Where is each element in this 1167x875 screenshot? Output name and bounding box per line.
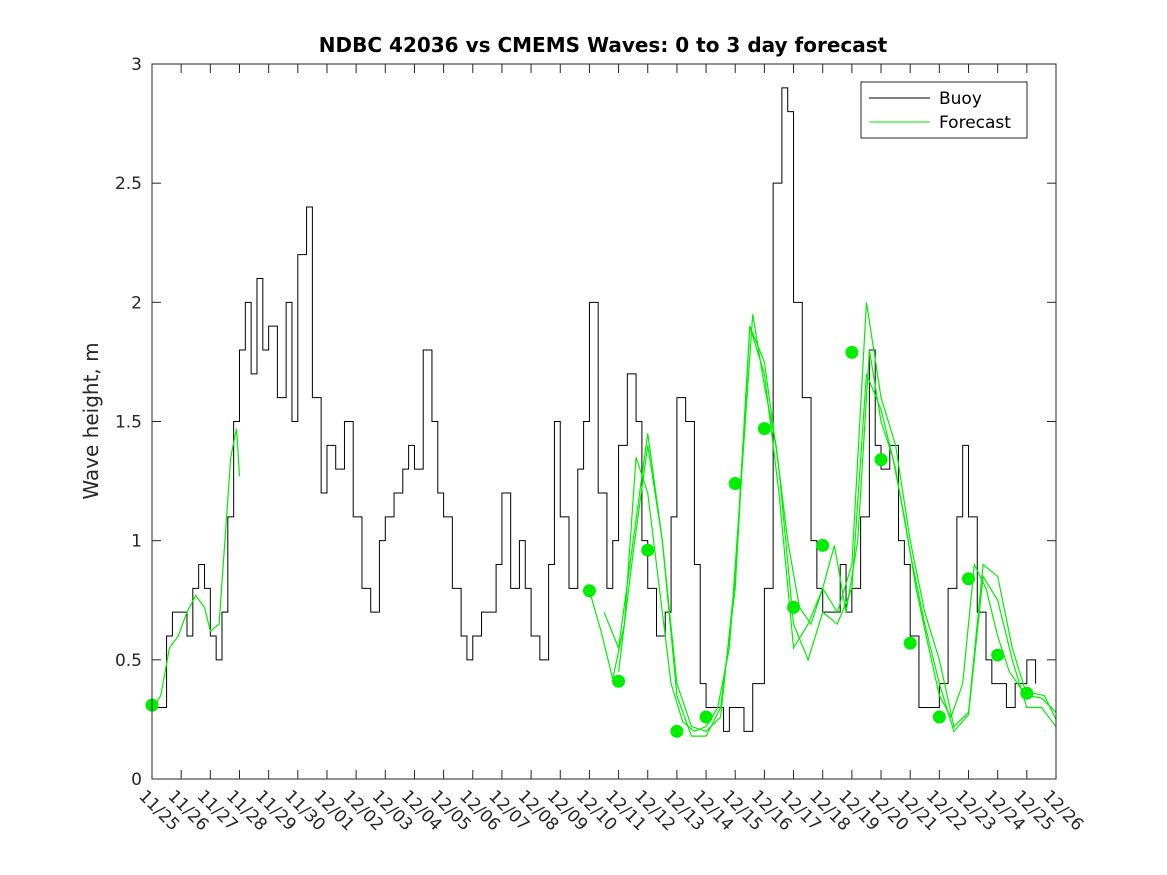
y-tick-label: 2.5	[115, 174, 142, 194]
y-tick-label: 0	[131, 770, 142, 790]
y-axis-label: Wave height, m	[79, 342, 103, 499]
legend-box	[860, 81, 1028, 139]
forecast-marker	[787, 600, 801, 614]
y-tick-label: 1	[131, 532, 142, 552]
forecast-marker	[728, 476, 742, 490]
forecast-series-line	[617, 325, 1057, 737]
y-tick-label: 3	[131, 55, 142, 75]
forecast-marker	[641, 543, 655, 557]
x-axis-ticks: 11/2511/2611/2711/2811/2911/3012/0112/02…	[134, 64, 1087, 835]
forecast-marker	[932, 710, 946, 724]
forecast-marker	[670, 724, 684, 738]
forecast-marker	[1020, 686, 1034, 700]
forecast-marker	[699, 710, 713, 724]
forecast-marker	[816, 538, 830, 552]
y-tick-label: 0.5	[115, 651, 142, 671]
forecast-series-line	[151, 428, 241, 711]
forecast-marker	[991, 648, 1005, 662]
legend-forecast-label: Forecast	[939, 113, 1011, 133]
forecast-marker	[845, 345, 859, 359]
forecast-series-line	[603, 302, 1057, 733]
forecast-marker	[903, 636, 917, 650]
forecast-marker	[582, 584, 596, 598]
y-tick-label: 2	[131, 293, 142, 313]
forecast-marker	[962, 572, 976, 586]
buoy-series-line	[152, 87, 1037, 732]
forecast-marker	[874, 453, 888, 467]
chart-title: NDBC 42036 vs CMEMS Waves: 0 to 3 day fo…	[319, 33, 888, 57]
forecast-marker	[757, 422, 771, 436]
forecast-marker	[612, 674, 626, 688]
legend-buoy-label: Buoy	[939, 89, 982, 109]
legend: Buoy Forecast	[860, 81, 1028, 139]
y-tick-label: 1.5	[115, 413, 142, 433]
series-layer	[145, 87, 1057, 738]
plot-area: 00.511.522.53 11/2511/2611/2711/2811/291…	[115, 55, 1087, 835]
y-axis-ticks: 0 0.5 1 1.5 2 2.5 3	[115, 55, 1056, 790]
